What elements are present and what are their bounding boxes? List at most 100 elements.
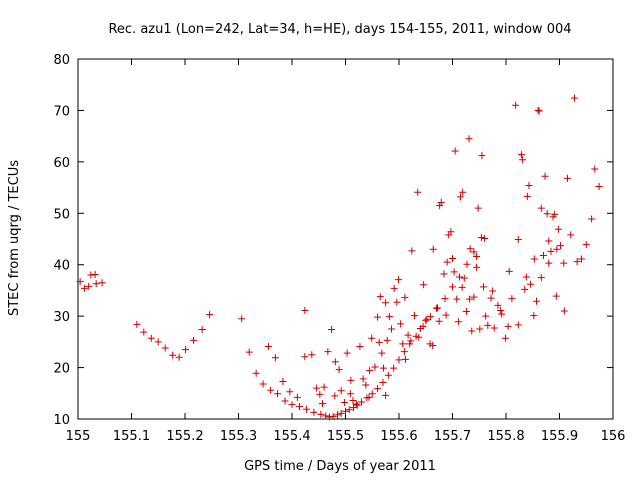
data-point (206, 311, 214, 319)
data-point (400, 348, 408, 356)
data-point (427, 313, 435, 321)
data-point (333, 411, 341, 419)
data-point (264, 342, 272, 350)
data-point (457, 193, 465, 201)
data-point (435, 317, 443, 325)
data-point (325, 413, 333, 421)
data-point (465, 135, 473, 143)
data-point (442, 311, 450, 319)
data-point (356, 342, 364, 350)
data-point (331, 392, 339, 400)
data-point (313, 384, 321, 392)
data-point (340, 399, 348, 407)
data-point (459, 188, 467, 196)
data-points (76, 94, 603, 421)
data-point (521, 285, 529, 293)
data-point (399, 340, 407, 348)
x-tick-label: 155.8 (487, 429, 524, 444)
data-point (466, 295, 474, 303)
data-point (140, 328, 148, 336)
data-point (407, 337, 415, 345)
data-point (577, 255, 585, 263)
data-point (374, 385, 382, 393)
data-point (310, 408, 318, 416)
y-tick-label: 60 (53, 156, 70, 171)
data-point (366, 367, 374, 375)
data-point (560, 259, 568, 267)
data-point (420, 281, 428, 289)
data-point (454, 318, 462, 326)
data-point (279, 377, 287, 385)
data-point (238, 315, 246, 323)
data-point (512, 101, 520, 109)
data-point (591, 165, 599, 173)
data-point (588, 215, 596, 223)
x-tick-label: 155.5 (327, 429, 364, 444)
data-point (595, 183, 603, 191)
data-point (76, 278, 84, 286)
data-point (443, 258, 451, 266)
data-point (286, 388, 294, 396)
data-point (522, 273, 530, 281)
data-point (518, 151, 526, 159)
data-point (397, 320, 405, 328)
data-point (267, 386, 275, 394)
data-point (552, 292, 560, 300)
data-point (480, 283, 488, 291)
data-point (394, 276, 402, 284)
data-point (473, 263, 481, 271)
data-point (384, 371, 392, 379)
data-point (169, 351, 177, 359)
chart-title: Rec. azu1 (Lon=242, Lat=34, h=HE), days … (108, 22, 571, 37)
data-point (545, 259, 553, 267)
data-point (378, 349, 386, 357)
data-point (190, 336, 198, 344)
data-point (302, 405, 310, 413)
data-point (147, 334, 155, 342)
data-point (328, 326, 336, 334)
data-point (478, 152, 486, 160)
data-point (440, 270, 448, 278)
y-tick-label: 20 (53, 362, 70, 377)
data-point (375, 338, 383, 346)
data-point (352, 400, 360, 408)
data-point (455, 273, 463, 281)
y-tick-label: 50 (53, 207, 70, 222)
data-point (404, 331, 412, 339)
data-point (92, 280, 100, 288)
data-point (316, 390, 324, 398)
data-point (383, 336, 391, 344)
data-point (317, 410, 325, 418)
data-point (353, 401, 361, 409)
data-point (508, 295, 516, 303)
data-point (458, 283, 466, 291)
data-point (393, 298, 401, 306)
data-point (411, 312, 419, 320)
x-tick-label: 155 (66, 429, 91, 444)
data-point (91, 270, 99, 278)
data-point (537, 204, 545, 212)
data-point (530, 255, 538, 263)
data-point (463, 260, 471, 268)
data-point (288, 401, 296, 409)
data-point (345, 406, 353, 414)
data-point (271, 354, 279, 362)
data-point (429, 245, 437, 253)
data-point (390, 284, 398, 292)
data-point (505, 267, 513, 275)
x-tick-label: 155.7 (434, 429, 471, 444)
data-point (154, 338, 162, 346)
data-point (541, 172, 549, 180)
data-point (395, 356, 403, 364)
data-point (436, 202, 444, 210)
data-point (543, 210, 551, 218)
data-point (365, 393, 373, 401)
data-point (422, 317, 430, 325)
data-point (460, 274, 468, 282)
data-point (494, 301, 502, 309)
data-point (429, 341, 437, 349)
data-point (525, 182, 533, 190)
data-point (545, 237, 553, 245)
y-tick-label: 30 (53, 310, 70, 325)
data-point (87, 271, 95, 279)
